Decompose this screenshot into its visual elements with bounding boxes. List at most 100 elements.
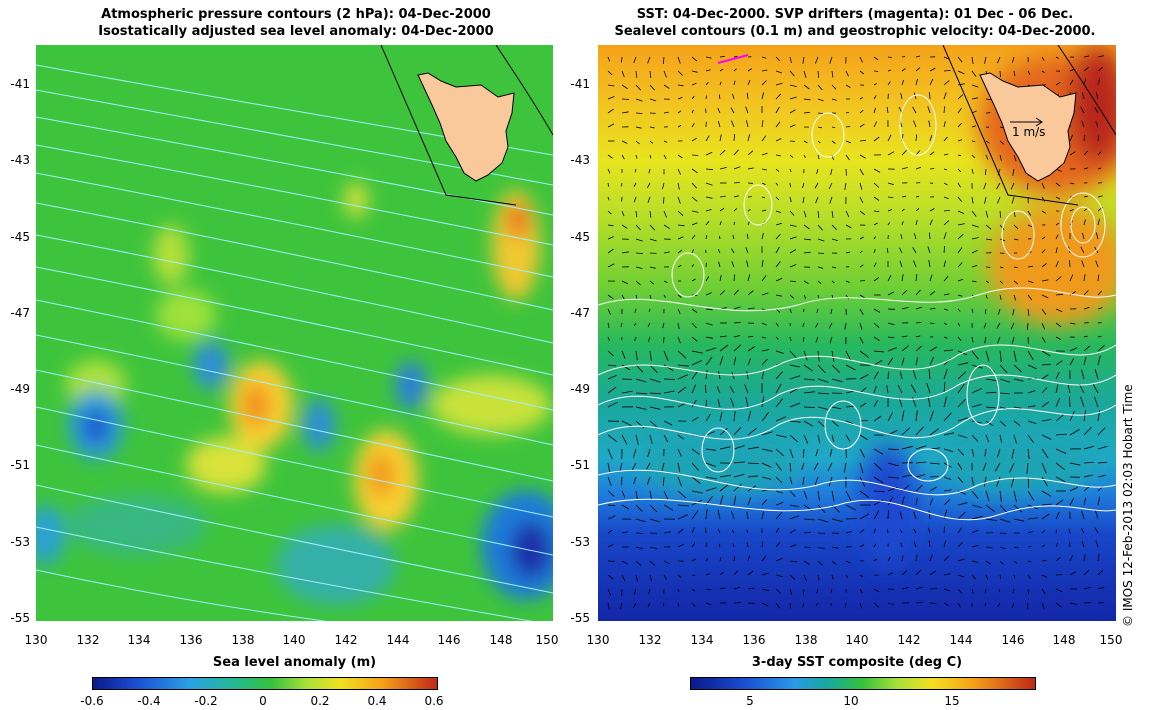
velocity-arrow: [663, 336, 665, 344]
velocity-arrow: [901, 410, 905, 422]
velocity-arrow: [859, 448, 866, 458]
velocity-arrow: [1083, 356, 1087, 366]
velocity-arrow: [801, 462, 805, 471]
velocity-arrow: [621, 154, 625, 160]
velocity-arrow: [677, 364, 689, 367]
velocity-arrow: [621, 531, 628, 534]
velocity-arrow: [957, 308, 961, 312]
velocity-arrow: [731, 372, 735, 380]
velocity-arrow: [775, 398, 784, 408]
velocity-arrow: [789, 264, 797, 268]
velocity-arrow: [1083, 410, 1087, 422]
velocity-arrow: [634, 322, 637, 326]
velocity-arrow: [831, 574, 834, 580]
right-lon-label: 146: [1001, 633, 1025, 647]
velocity-arrow: [733, 55, 738, 58]
velocity-arrow: [789, 336, 792, 342]
velocity-arrow: [1094, 368, 1099, 380]
velocity-arrow: [957, 434, 968, 439]
velocity-arrow: [845, 420, 853, 425]
velocity-arrow: [873, 182, 880, 188]
velocity-arrow: [633, 476, 637, 484]
velocity-arrow: [1055, 372, 1060, 380]
velocity-arrow: [928, 260, 931, 268]
velocity-arrow: [985, 238, 993, 241]
sea-level-anomaly-map[interactable]: [36, 45, 553, 621]
velocity-arrow: [957, 196, 963, 202]
velocity-arrow: [1083, 134, 1086, 142]
velocity-arrow: [1083, 290, 1089, 296]
velocity-arrow: [1041, 350, 1051, 357]
velocity-arrow: [733, 483, 742, 492]
velocity-arrow: [985, 490, 990, 502]
velocity-arrow: [621, 280, 629, 285]
velocity-arrow: [649, 546, 657, 550]
velocity-arrow: [803, 378, 815, 381]
velocity-arrow: [1095, 121, 1099, 128]
velocity-arrow: [1083, 55, 1089, 58]
velocity-arrow: [761, 541, 764, 548]
velocity-arrow: [929, 274, 933, 282]
velocity-arrow: [859, 336, 864, 344]
velocity-arrow: [607, 529, 613, 534]
velocity-arrow: [775, 336, 779, 340]
velocity-arrow: [691, 182, 697, 189]
velocity-arrow: [899, 260, 903, 268]
velocity-arrow: [691, 154, 699, 156]
velocity-arrow: [705, 347, 717, 352]
velocity-arrow: [1055, 462, 1065, 470]
velocity-arrow: [607, 386, 617, 394]
velocity-arrow: [607, 588, 612, 596]
velocity-arrow: [985, 98, 992, 101]
velocity-arrow: [1041, 182, 1045, 189]
velocity-arrow: [1027, 265, 1033, 268]
velocity-arrow: [705, 276, 710, 282]
velocity-arrow: [873, 196, 880, 201]
right-lon-label: 130: [586, 633, 610, 647]
velocity-arrow: [1041, 602, 1045, 610]
velocity-arrow: [705, 196, 713, 199]
velocity-arrow: [789, 504, 799, 508]
velocity-arrow: [943, 92, 947, 100]
velocity-arrow: [845, 280, 850, 283]
velocity-arrow: [873, 528, 876, 534]
velocity-arrow: [1094, 396, 1099, 408]
velocity-arrow: [915, 474, 926, 478]
velocity-arrow: [1081, 120, 1085, 128]
velocity-arrow: [887, 448, 899, 450]
velocity-arrow: [1055, 588, 1063, 593]
velocity-arrow: [1027, 390, 1036, 394]
velocity-arrow: [901, 150, 907, 156]
velocity-arrow: [705, 69, 711, 72]
velocity-arrow: [929, 587, 937, 590]
velocity-arrow: [747, 410, 752, 422]
velocity-arrow: [717, 120, 721, 128]
velocity-arrow: [1081, 369, 1085, 380]
velocity-arrow: [705, 462, 717, 467]
sst-map[interactable]: 1 m/s: [598, 45, 1116, 621]
velocity-arrow: [1083, 586, 1091, 590]
velocity-arrow: [901, 274, 904, 282]
velocity-arrow: [607, 294, 614, 300]
velocity-arrow: [983, 182, 987, 190]
velocity-arrow: [802, 182, 805, 189]
velocity-arrow: [705, 557, 709, 562]
velocity-arrow: [971, 544, 979, 548]
velocity-arrow: [1041, 574, 1047, 578]
velocity-arrow: [943, 308, 949, 311]
velocity-arrow: [943, 588, 951, 592]
velocity-arrow: [649, 140, 654, 144]
velocity-arrow: [649, 294, 652, 299]
right-lat-label: -53: [570, 535, 590, 549]
velocity-arrow: [775, 70, 783, 74]
velocity-arrow: [859, 250, 863, 254]
velocity-arrow: [775, 322, 779, 327]
velocity-arrow: [621, 251, 629, 254]
velocity-arrow: [957, 417, 968, 422]
velocity-arrow: [999, 420, 1006, 427]
velocity-arrow: [775, 462, 782, 471]
velocity-arrow: [971, 387, 982, 394]
velocity-arrow: [719, 275, 722, 282]
velocity-arrow: [607, 182, 610, 187]
velocity-arrow: [1009, 462, 1015, 473]
